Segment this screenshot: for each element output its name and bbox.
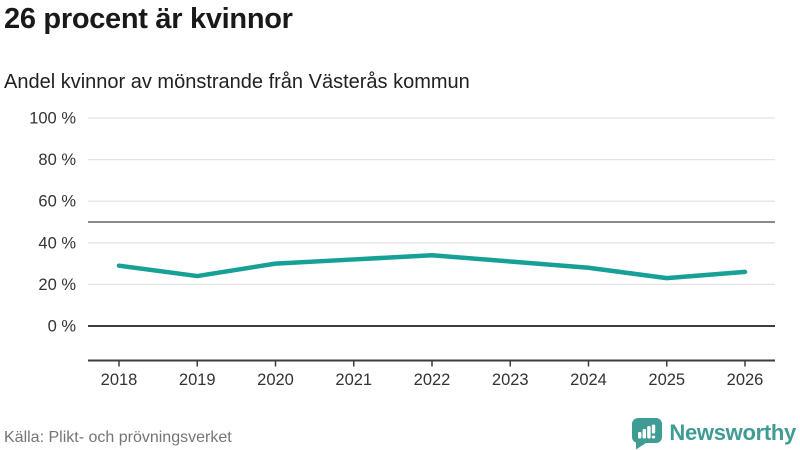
x-tick-label: 2025 [648,371,685,389]
newsworthy-wordmark: Newsworthy [669,420,796,445]
bar-1 [638,431,642,438]
x-tick-label: 2019 [179,371,216,389]
x-tick-label: 2018 [101,371,138,389]
x-tick-label: 2024 [570,371,607,389]
chart-title: 26 procent är kvinnor [4,3,293,35]
y-tick-label: 100 % [29,110,76,128]
newsworthy-bubble-icon [632,417,663,449]
bar-2 [643,428,647,438]
x-tick-label: 2021 [335,371,372,389]
x-tick-label: 2022 [414,371,451,389]
y-tick-label: 80 % [38,151,76,169]
x-tick-label: 2026 [727,371,764,389]
exclamation-dot [652,435,656,438]
source-note: Källa: Plikt- och prövningsverket [4,429,232,446]
exclamation-stem [652,424,656,433]
y-tick-label: 0 % [48,318,77,336]
x-tick-label: 2020 [257,371,294,389]
bubble-shape [632,417,663,449]
data-line [116,253,748,281]
y-tick-label: 20 % [38,276,76,294]
y-tick-label: 40 % [38,234,76,252]
newsworthy-logo: Newsworthy [631,416,796,450]
bar-3 [647,425,652,438]
chart-subtitle: Andel kvinnor av mönstrande från Västerå… [4,71,470,93]
x-tick-label: 2023 [492,371,529,389]
y-tick-label: 60 % [38,193,76,211]
